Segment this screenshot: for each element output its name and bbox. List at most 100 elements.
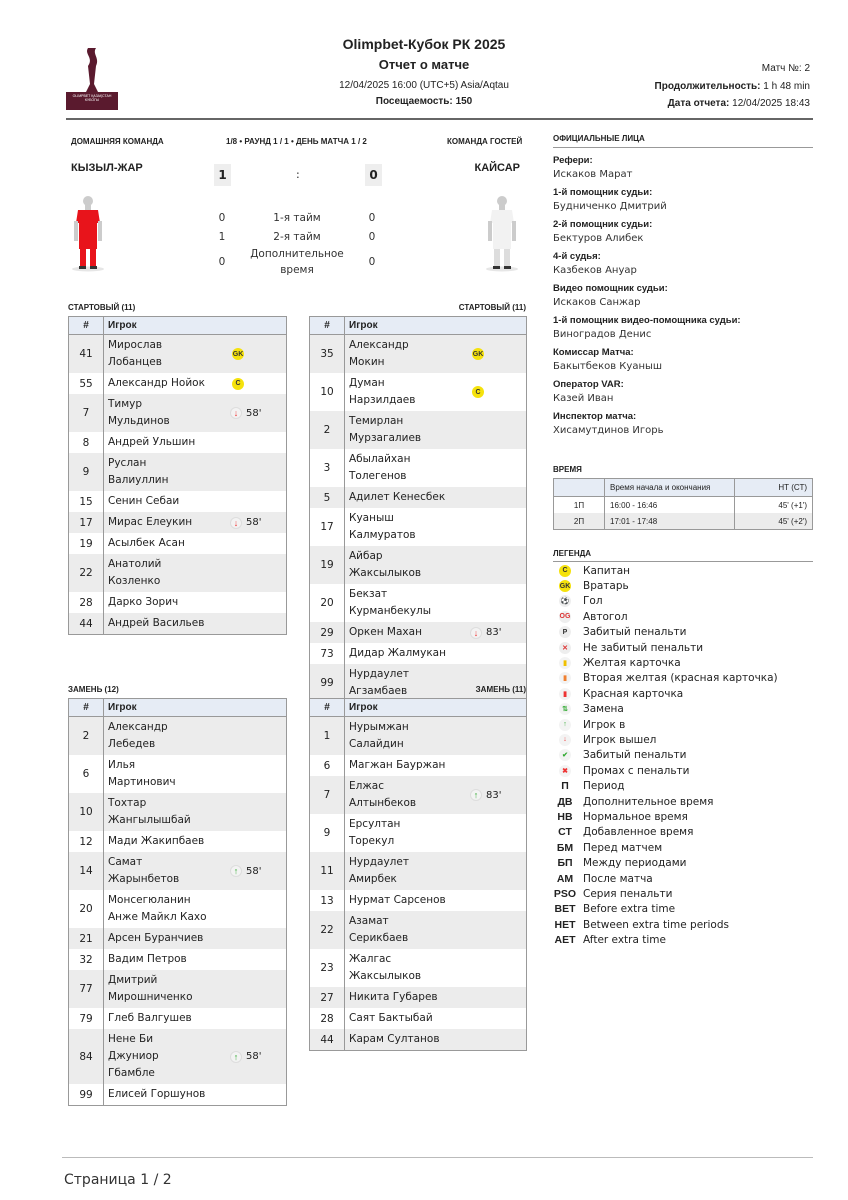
player-name[interactable]: Айбар Жаксылыков — [349, 550, 422, 579]
player-name[interactable]: Ерсултан Торекул — [349, 818, 401, 847]
player-name[interactable]: Азамат Серикбаев — [349, 915, 409, 944]
player-name[interactable]: Самат Жарынбетов — [108, 856, 180, 885]
player-row[interactable]: 32 Вадим Петров — [69, 949, 286, 970]
player-name[interactable]: Глеб Валгушев — [108, 1012, 192, 1024]
player-name[interactable]: Андрей Ульшин — [108, 436, 196, 448]
player-row[interactable]: 9 Руслан Валиуллин — [69, 453, 286, 491]
player-row[interactable]: 13 Нурмат Сарсенов — [310, 890, 526, 911]
player-name[interactable]: Нурмат Сарсенов — [349, 894, 446, 906]
home-team-name[interactable]: КЫЗЫЛ-ЖАР — [71, 162, 143, 174]
player-name[interactable]: Бекзат Курманбекулы — [349, 588, 432, 617]
player-number: 41 — [69, 335, 104, 373]
player-name[interactable]: Андрей Васильев — [108, 617, 205, 629]
player-name[interactable]: Монсегюланин Анже Майкл Кахо — [108, 894, 207, 923]
player-row[interactable]: 28 Саят Бактыбай — [310, 1008, 526, 1029]
player-row[interactable]: 99 Елисей Горшунов — [69, 1084, 286, 1105]
player-name[interactable]: Никита Губарев — [349, 991, 438, 1003]
period-row: 1 2-я тайм 0 — [212, 227, 382, 246]
player-row[interactable]: 17 Мирас Елеукин ↓ 58' — [69, 512, 286, 533]
player-name[interactable]: Асылбек Асан — [108, 537, 185, 549]
player-row[interactable]: 35 Александр Мокин GK — [310, 335, 526, 373]
player-row[interactable]: 6 Илья Мартинович — [69, 755, 286, 793]
player-name[interactable]: Дидар Жалмукан — [349, 647, 446, 659]
player-row[interactable]: 28 Дарко Зорич — [69, 592, 286, 613]
player-row[interactable]: 20 Монсегюланин Анже Майкл Кахо — [69, 890, 286, 928]
player-row[interactable]: 1 Нурымжан Салайдин — [310, 717, 526, 755]
player-row[interactable]: 21 Арсен Буранчиев — [69, 928, 286, 949]
player-row[interactable]: 41 Мирослав Лобанцев GK — [69, 335, 286, 373]
player-name[interactable]: Саят Бактыбай — [349, 1012, 433, 1024]
player-row[interactable]: 77 Дмитрий Мирошниченко — [69, 970, 286, 1008]
player-row[interactable]: 8 Андрей Ульшин — [69, 432, 286, 453]
player-row[interactable]: 6 Магжан Бауржан — [310, 755, 526, 776]
player-name[interactable]: Нурдаулет Агзамбаев — [349, 668, 409, 697]
player-name[interactable]: Оркен Махан — [349, 626, 422, 638]
player-name[interactable]: Мирас Елеукин — [108, 516, 193, 528]
player-row[interactable]: 23 Жалгас Жаксылыков — [310, 949, 526, 987]
player-row[interactable]: 7 Тимур Мульдинов ↓ 58' — [69, 394, 286, 432]
player-row[interactable]: 7 Елжас Алтынбеков ↑ 83' — [310, 776, 526, 814]
player-row[interactable]: 11 Нурдаулет Амирбек — [310, 852, 526, 890]
player-name[interactable]: Мирослав Лобанцев — [108, 339, 163, 368]
player-name[interactable]: Дарко Зорич — [108, 596, 179, 608]
player-row[interactable]: 10 Тохтар Жангылышбай — [69, 793, 286, 831]
player-row[interactable]: 79 Глеб Валгушев — [69, 1008, 286, 1029]
player-name[interactable]: Тохтар Жангылышбай — [108, 797, 191, 826]
player-row[interactable]: 44 Карам Султанов — [310, 1029, 526, 1050]
player-row[interactable]: 99 Нурдаулет Агзамбаев — [310, 664, 526, 702]
player-row[interactable]: 12 Мади Жакипбаев — [69, 831, 286, 852]
player-name[interactable]: Магжан Бауржан — [349, 759, 446, 771]
player-row[interactable]: 20 Бекзат Курманбекулы — [310, 584, 526, 622]
player-name[interactable]: Нурымжан Салайдин — [349, 721, 409, 750]
player-row[interactable]: 5 Адилет Кенесбек — [310, 487, 526, 508]
player-name[interactable]: Александр Лебедев — [108, 721, 168, 750]
player-row[interactable]: 10 Думан Нарзилдаев C — [310, 373, 526, 411]
player-number: 7 — [69, 394, 104, 432]
player-number: 6 — [310, 755, 345, 776]
player-row[interactable]: 2 Александр Лебедев — [69, 717, 286, 755]
player-name[interactable]: Руслан Валиуллин — [108, 457, 169, 486]
player-name[interactable]: Темирлан Мурзагалиев — [349, 415, 422, 444]
legend-key: ✖ — [553, 764, 577, 777]
player-name[interactable]: Александр Нойок — [108, 377, 205, 389]
player-row[interactable]: 9 Ерсултан Торекул — [310, 814, 526, 852]
player-name[interactable]: Мади Жакипбаев — [108, 835, 205, 847]
player-name[interactable]: Александр Мокин — [349, 339, 409, 368]
player-row[interactable]: 22 Анатолий Козленко — [69, 554, 286, 592]
player-name[interactable]: Елжас Алтынбеков — [349, 780, 417, 809]
player-row[interactable]: 19 Айбар Жаксылыков — [310, 546, 526, 584]
player-row[interactable]: 44 Андрей Васильев — [69, 613, 286, 634]
player-name[interactable]: Думан Нарзилдаев — [349, 377, 416, 406]
player-name[interactable]: Карам Султанов — [349, 1033, 440, 1045]
player-name[interactable]: Елисей Горшунов — [108, 1088, 206, 1100]
player-name[interactable]: Абылайхан Толегенов — [349, 453, 411, 482]
player-row[interactable]: 84 Нене Би Джуниор Гбамбле ↑ 58' — [69, 1029, 286, 1084]
player-row[interactable]: 73 Дидар Жалмукан — [310, 643, 526, 664]
player-name[interactable]: Вадим Петров — [108, 953, 187, 965]
player-row[interactable]: 29 Оркен Махан ↓ 83' — [310, 622, 526, 643]
player-row[interactable]: 15 Сенин Себаи — [69, 491, 286, 512]
player-row[interactable]: 55 Александр Нойок C — [69, 373, 286, 394]
player-row[interactable]: 2 Темирлан Мурзагалиев — [310, 411, 526, 449]
player-row[interactable]: 14 Самат Жарынбетов ↑ 58' — [69, 852, 286, 890]
player-number: 13 — [310, 890, 345, 911]
player-name[interactable]: Тимур Мульдинов — [108, 398, 170, 427]
player-name[interactable]: Куаныш Калмуратов — [349, 512, 416, 541]
player-row[interactable]: 17 Куаныш Калмуратов — [310, 508, 526, 546]
player-row[interactable]: 22 Азамат Серикбаев — [310, 911, 526, 949]
player-row[interactable]: 19 Асылбек Асан — [69, 533, 286, 554]
player-name[interactable]: Жалгас Жаксылыков — [349, 953, 422, 982]
player-name[interactable]: Сенин Себаи — [108, 495, 180, 507]
player-name[interactable]: Адилет Кенесбек — [349, 491, 446, 503]
player-name[interactable]: Дмитрий Мирошниченко — [108, 974, 193, 1003]
player-name[interactable]: Нене Би Джуниор Гбамбле — [108, 1033, 159, 1079]
sub-in-icon: ↑ — [559, 718, 571, 731]
player-name[interactable]: Арсен Буранчиев — [108, 932, 204, 944]
away-team-name[interactable]: КАЙСАР — [474, 162, 520, 174]
sub-out-icon: ↓ — [470, 626, 482, 639]
player-name[interactable]: Илья Мартинович — [108, 759, 176, 788]
player-name[interactable]: Анатолий Козленко — [108, 558, 162, 587]
player-name[interactable]: Нурдаулет Амирбек — [349, 856, 409, 885]
player-row[interactable]: 3 Абылайхан Толегенов — [310, 449, 526, 487]
player-row[interactable]: 27 Никита Губарев — [310, 987, 526, 1008]
